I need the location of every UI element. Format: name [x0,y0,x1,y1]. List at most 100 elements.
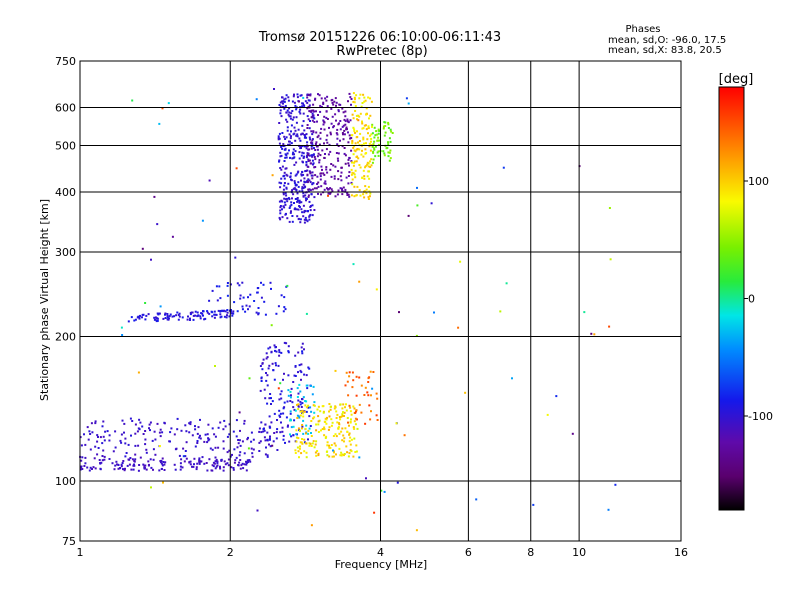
data-point [355,156,358,158]
data-point [281,430,284,433]
data-point [230,312,233,315]
data-point [215,458,218,461]
data-point [324,437,327,439]
data-point [283,184,286,187]
data-point [270,397,272,400]
data-point [351,142,354,145]
data-point [459,260,462,263]
x-axis-ticks: 1 2 4 6 8 10 16 [77,546,689,559]
data-point [292,95,295,98]
data-point [279,109,282,112]
data-point [222,428,225,431]
data-point [280,154,283,157]
data-point [280,182,283,185]
data-point [335,101,338,104]
data-point [196,440,199,442]
data-point [292,148,295,151]
data-point [317,181,320,184]
data-point [373,147,376,150]
data-point [280,294,283,297]
data-point [228,433,231,436]
data-point [163,463,166,466]
data-point [367,127,370,130]
data-point [349,406,352,409]
data-point [316,450,319,452]
data-point [299,400,302,403]
data-point [348,404,351,407]
data-point [152,468,154,471]
data-point [333,100,336,103]
data-point [291,100,294,103]
data-point [331,455,334,458]
data-point [336,413,339,416]
data-point [306,96,309,99]
data-point [323,173,326,176]
data-point [310,193,313,196]
data-point [302,186,305,189]
data-point [331,98,334,101]
data-point [304,100,307,103]
data-point [349,96,352,99]
data-point [370,100,373,103]
data-point [285,111,288,114]
data-point [335,119,337,122]
data-point [267,347,270,350]
data-point [358,189,361,192]
data-point [353,420,356,423]
data-point [264,313,267,316]
data-point [283,98,286,101]
data-point [350,168,353,171]
data-point [311,214,314,217]
data-point [366,163,369,166]
data-point [342,434,345,437]
data-point [171,315,174,318]
data-point [113,468,116,471]
data-point [350,137,353,139]
data-point [211,427,214,430]
data-point [311,139,314,142]
data-point [201,456,204,459]
data-point [241,440,244,443]
data-point [608,325,611,328]
data-point [328,410,330,413]
data-point [139,456,142,459]
data-point [308,104,311,107]
data-point [184,450,187,452]
data-point [290,142,293,145]
data-point [312,440,315,443]
data-point [265,372,267,374]
data-point [278,216,281,219]
data-point [186,318,189,321]
data-point [260,376,263,379]
data-point [355,94,358,97]
data-point [341,427,344,430]
data-point [364,148,367,151]
data-point [342,403,345,406]
data-point [101,455,104,457]
data-point [340,415,343,418]
data-point [235,456,238,459]
data-point [283,372,285,375]
data-point [313,187,316,190]
data-point [167,102,170,105]
data-point [307,406,310,409]
data-point [329,446,332,449]
data-point [354,105,357,107]
data-point [308,367,311,370]
data-point [343,129,346,132]
data-point [304,210,307,213]
data-point [303,177,306,180]
data-point [213,310,216,313]
data-point [287,424,289,427]
data-point [298,456,300,459]
data-point [308,444,311,447]
data-point [343,118,346,121]
data-point [301,442,304,445]
data-point [333,177,336,180]
data-point [335,453,337,456]
data-point [307,152,310,155]
data-point [167,318,170,321]
data-point [279,105,282,108]
data-point [341,125,344,128]
data-point [332,103,335,106]
